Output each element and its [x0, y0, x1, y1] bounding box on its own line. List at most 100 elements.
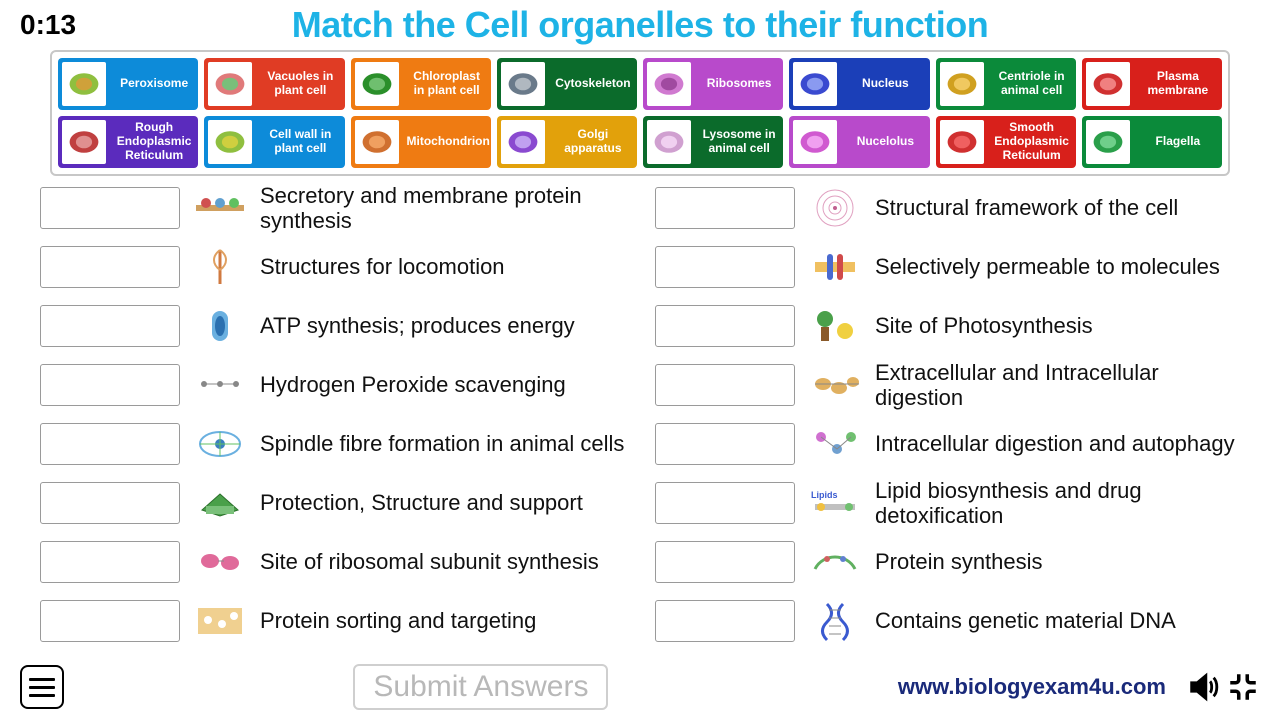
- question-icon: [190, 243, 250, 291]
- page-title: Match the Cell organelles to their funct…: [220, 4, 1060, 46]
- question-text: ATP synthesis; produces energy: [260, 313, 575, 338]
- question-area: Secretory and membrane protein synthesis…: [0, 182, 1280, 647]
- timer: 0:13: [20, 9, 220, 41]
- question-text: Intracellular digestion and autophagy: [875, 431, 1235, 456]
- tile-thumb: [793, 120, 837, 164]
- tile-panel: Peroxisome Vacuoles in plant cellChloropl…: [50, 50, 1230, 176]
- question-icon: [805, 597, 865, 645]
- question-text: Contains genetic material DNA: [875, 608, 1176, 633]
- question-icon: [190, 479, 250, 527]
- draggable-tile[interactable]: Peroxisome: [58, 58, 198, 110]
- tile-thumb: [647, 62, 691, 106]
- draggable-tile[interactable]: Cytoskeleton: [497, 58, 637, 110]
- drop-target[interactable]: [655, 541, 795, 583]
- tile-label: Peroxisome: [110, 77, 198, 91]
- question-text: Protection, Structure and support: [260, 490, 583, 515]
- draggable-tile[interactable]: Nucelolus: [789, 116, 929, 168]
- drop-target[interactable]: [655, 246, 795, 288]
- draggable-tile[interactable]: Plasma membrane: [1082, 58, 1222, 110]
- draggable-tile[interactable]: Smooth Endoplasmic Reticulum: [936, 116, 1076, 168]
- drop-target[interactable]: [655, 600, 795, 642]
- question-row: Protection, Structure and support: [40, 477, 625, 529]
- question-row: Lipids Lipid biosynthesis and drug detox…: [655, 477, 1240, 529]
- draggable-tile[interactable]: Chloroplast in plant cell: [351, 58, 491, 110]
- tile-thumb: [793, 62, 837, 106]
- draggable-tile[interactable]: Centriole in animal cell: [936, 58, 1076, 110]
- tile-thumb: [1086, 62, 1130, 106]
- question-row: Spindle fibre formation in animal cells: [40, 418, 625, 470]
- question-column-right: Structural framework of the cell Selecti…: [655, 182, 1240, 647]
- tile-thumb: [940, 62, 984, 106]
- submit-button[interactable]: Submit Answers: [353, 664, 608, 710]
- question-row: Site of ribosomal subunit synthesis: [40, 536, 625, 588]
- question-text: Structures for locomotion: [260, 254, 505, 279]
- header: 0:13 Match the Cell organelles to their …: [0, 0, 1280, 46]
- question-icon: [805, 538, 865, 586]
- question-row: Secretory and membrane protein synthesis: [40, 182, 625, 234]
- tile-thumb: [501, 62, 545, 106]
- tile-label: Ribosomes: [695, 77, 783, 91]
- drop-target[interactable]: [655, 423, 795, 465]
- draggable-tile[interactable]: Flagella: [1082, 116, 1222, 168]
- drop-target[interactable]: [40, 541, 180, 583]
- tile-thumb: [647, 120, 691, 164]
- tile-thumb: [1086, 120, 1130, 164]
- question-row: Hydrogen Peroxide scavenging: [40, 359, 625, 411]
- tile-label: Flagella: [1134, 135, 1222, 149]
- tile-label: Cell wall in plant cell: [256, 128, 344, 156]
- draggable-tile[interactable]: Nucleus: [789, 58, 929, 110]
- question-icon: [190, 538, 250, 586]
- drop-target[interactable]: [40, 305, 180, 347]
- drop-target[interactable]: [655, 305, 795, 347]
- question-text: Lipid biosynthesis and drug detoxificati…: [875, 478, 1240, 529]
- drop-target[interactable]: [655, 482, 795, 524]
- drop-target[interactable]: [655, 187, 795, 229]
- svg-text:Lipids: Lipids: [811, 490, 838, 500]
- question-row: Protein synthesis: [655, 536, 1240, 588]
- menu-button[interactable]: [20, 665, 64, 709]
- drop-target[interactable]: [40, 482, 180, 524]
- drop-target[interactable]: [40, 187, 180, 229]
- question-icon: [805, 361, 865, 409]
- draggable-tile[interactable]: Ribosomes: [643, 58, 783, 110]
- tile-thumb: [208, 62, 252, 106]
- tile-label: Mitochondrion: [403, 135, 491, 149]
- question-text: Extracellular and Intracellular digestio…: [875, 360, 1240, 411]
- tile-label: Cytoskeleton: [549, 77, 637, 91]
- tile-thumb: [62, 120, 106, 164]
- drop-target[interactable]: [655, 364, 795, 406]
- tile-thumb: [940, 120, 984, 164]
- question-row: Contains genetic material DNA: [655, 595, 1240, 647]
- draggable-tile[interactable]: Lysosome in animal cell: [643, 116, 783, 168]
- question-text: Protein sorting and targeting: [260, 608, 536, 633]
- question-text: Selectively permeable to molecules: [875, 254, 1220, 279]
- drop-target[interactable]: [40, 246, 180, 288]
- question-row: Intracellular digestion and autophagy: [655, 418, 1240, 470]
- question-row: Structures for locomotion: [40, 241, 625, 293]
- tile-label: Nucleus: [841, 77, 929, 91]
- question-text: Protein synthesis: [875, 549, 1043, 574]
- speaker-icon[interactable]: [1186, 670, 1220, 704]
- question-text: Secretory and membrane protein synthesis: [260, 183, 625, 234]
- tile-thumb: [501, 120, 545, 164]
- tile-label: Rough Endoplasmic Reticulum: [110, 121, 198, 162]
- tile-label: Smooth Endoplasmic Reticulum: [988, 121, 1076, 162]
- draggable-tile[interactable]: Vacuoles in plant cell: [204, 58, 344, 110]
- question-row: Structural framework of the cell: [655, 182, 1240, 234]
- drop-target[interactable]: [40, 600, 180, 642]
- drop-target[interactable]: [40, 423, 180, 465]
- tile-label: Golgi apparatus: [549, 128, 637, 156]
- question-icon: Lipids: [805, 479, 865, 527]
- tile-thumb: [355, 62, 399, 106]
- tile-row: Rough Endoplasmic Reticulum Cell wall in …: [58, 116, 1222, 168]
- draggable-tile[interactable]: Mitochondrion: [351, 116, 491, 168]
- tile-label: Lysosome in animal cell: [695, 128, 783, 156]
- draggable-tile[interactable]: Cell wall in plant cell: [204, 116, 344, 168]
- question-icon: [805, 302, 865, 350]
- fullscreen-exit-icon[interactable]: [1226, 670, 1260, 704]
- draggable-tile[interactable]: Golgi apparatus: [497, 116, 637, 168]
- tile-row: Peroxisome Vacuoles in plant cellChloropl…: [58, 58, 1222, 110]
- drop-target[interactable]: [40, 364, 180, 406]
- question-text: Site of ribosomal subunit synthesis: [260, 549, 599, 574]
- draggable-tile[interactable]: Rough Endoplasmic Reticulum: [58, 116, 198, 168]
